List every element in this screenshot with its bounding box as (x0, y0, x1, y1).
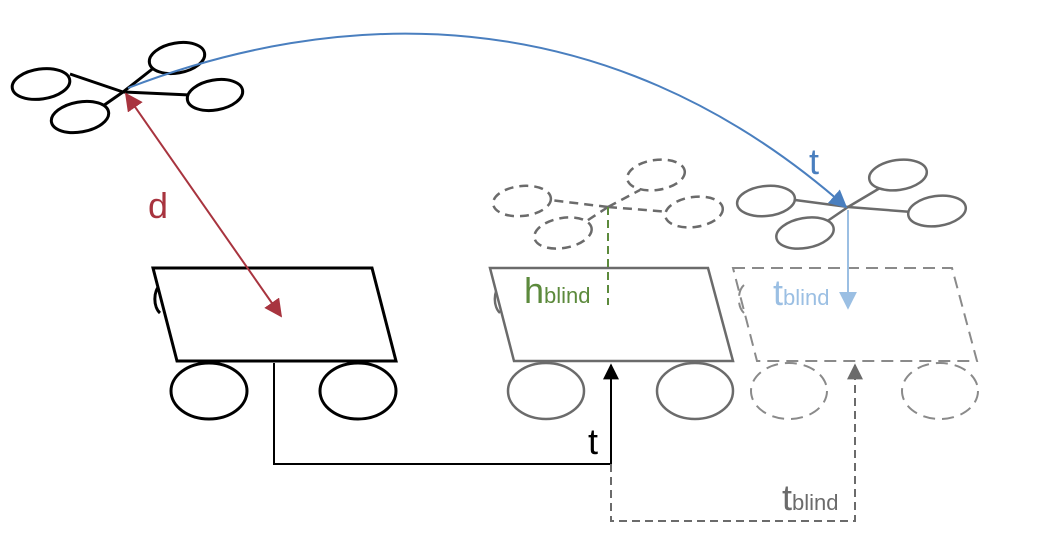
blind-time-drone-main: t (773, 272, 783, 313)
blind-time-vehicle-label: tblind (782, 477, 839, 518)
vehicle-travel-time-label: t (588, 421, 598, 462)
blind-time-vehicle-sub: blind (792, 490, 838, 515)
vehicle-icon (731, 267, 979, 420)
drone-icon (735, 158, 968, 250)
blind-height-label: hblind (524, 270, 591, 311)
blind-time-drone-label: tblind (773, 272, 830, 313)
drone-flight-path (127, 32, 848, 209)
vehicle-travel-path (273, 363, 619, 465)
distance-label: d (148, 185, 168, 226)
blind-time-drone-sub: blind (783, 285, 829, 310)
vehicle-blind-path (610, 363, 863, 522)
blind-height-sub: blind (544, 283, 590, 308)
drone-flight-time-label: t (809, 141, 819, 182)
blind-time-vehicle-main: t (782, 477, 792, 518)
drone-icon (10, 40, 245, 135)
vehicle-icon (488, 266, 735, 421)
blind-height-main: h (524, 270, 544, 311)
distance-arrow (124, 92, 283, 318)
drone-icon (491, 158, 725, 250)
